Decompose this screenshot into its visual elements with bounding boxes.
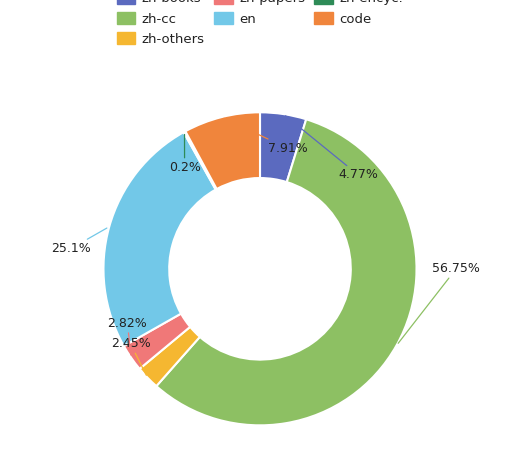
Wedge shape: [139, 327, 200, 386]
Wedge shape: [184, 131, 217, 189]
Wedge shape: [124, 314, 190, 369]
Wedge shape: [103, 132, 216, 346]
Text: 4.77%: 4.77%: [285, 116, 378, 181]
Text: 7.91%: 7.91%: [224, 118, 307, 155]
Wedge shape: [260, 112, 306, 182]
Text: 25.1%: 25.1%: [51, 228, 107, 255]
Legend: zh-books, zh-cc, zh-others, zh-papers, en, zh-encyc., code: zh-books, zh-cc, zh-others, zh-papers, e…: [111, 0, 409, 51]
Wedge shape: [157, 119, 417, 425]
Text: 2.82%: 2.82%: [108, 317, 147, 355]
Text: 56.75%: 56.75%: [398, 262, 480, 343]
Text: 0.2%: 0.2%: [168, 135, 201, 174]
Wedge shape: [185, 112, 260, 189]
Text: 2.45%: 2.45%: [111, 338, 150, 375]
